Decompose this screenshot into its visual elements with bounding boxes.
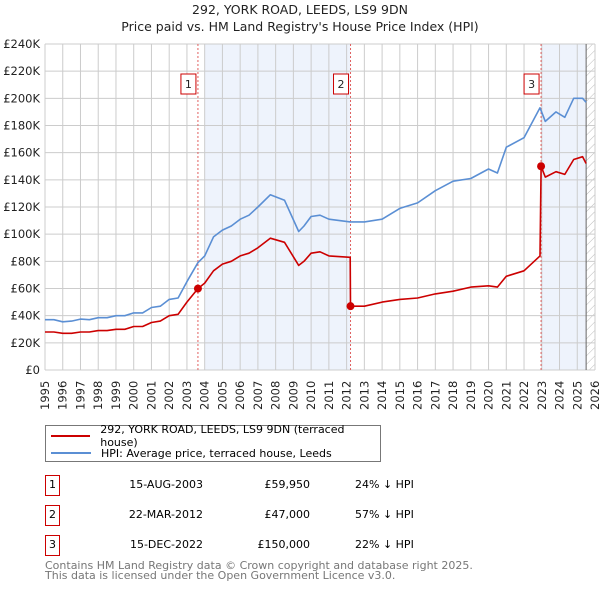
sale-marker-box: 3 [45,535,60,556]
sale-marker-box: 2 [45,505,60,526]
y-tick-label: £140K [3,173,40,187]
y-tick-label: £160K [3,146,40,160]
x-tick-label: 2011 [322,381,336,410]
sale-label: 2 [338,78,345,91]
y-tick-label: £200K [3,91,40,105]
x-tick-label: 2009 [286,381,300,410]
x-tick-label: 2003 [180,381,194,410]
legend-item-hpi: HPI: Average price, terraced house, Leed… [46,445,332,461]
y-tick-label: £220K [3,64,40,78]
property-price-line [45,155,587,335]
x-tick-label: 2006 [233,381,247,410]
legend-item-property: 292, YORK ROAD, LEEDS, LS9 9DN (terraced… [46,423,380,449]
x-tick-label: 2020 [482,381,496,410]
x-tick-label: 2005 [215,381,229,410]
x-tick-label: 2010 [304,381,318,410]
sale-date: 15-AUG-2003 [129,478,203,491]
x-tick-label: 2013 [357,381,371,410]
legend-label-property: 292, YORK ROAD, LEEDS, LS9 9DN (terraced… [100,423,345,449]
x-tick-label: 2024 [553,381,567,410]
x-tick-label: 1999 [109,381,123,410]
sale-price: £150,000 [257,538,311,551]
y-tick-label: £120K [3,200,40,214]
sale-date: 15-DEC-2022 [129,538,203,551]
x-tick-label: 2014 [375,381,389,410]
footer-licence: This data is licensed under the Open Gov… [45,569,396,582]
x-tick-label: 1998 [91,381,105,410]
sale-hpi-diff: 24% ↓ HPI [355,478,414,491]
legend-label-hpi: HPI: Average price, terraced house, Leed… [101,446,332,460]
y-tick-label: £80K [11,254,41,268]
y-tick-label: £20K [11,336,41,350]
sale-point [346,302,355,311]
sale-row: 1 15-AUG-2003 £59,950 24% ↓ HPI [45,475,465,496]
sale-label: 1 [185,78,192,91]
x-tick-label: 2018 [446,381,460,410]
x-tick-label: 2000 [127,381,141,410]
y-tick-label: £60K [11,282,41,296]
x-tick-label: 2019 [464,381,478,410]
chart-subtitle: Price paid vs. HM Land Registry's House … [121,19,479,34]
x-tick-label: 2023 [535,381,549,410]
x-tick-label: 2021 [499,381,513,410]
x-tick-label: 2002 [162,381,176,410]
footer-copyright: Contains HM Land Registry data © Crown c… [45,559,473,572]
sale-row: 3 15-DEC-2022 £150,000 22% ↓ HPI [45,535,465,556]
hpi-line [45,97,587,323]
chart-title: 292, YORK ROAD, LEEDS, LS9 9DN [192,2,408,17]
x-tick-label: 2017 [428,381,442,410]
x-tick-label: 2016 [411,381,425,410]
x-tick-label: 2008 [269,381,283,410]
x-tick-label: 2001 [144,381,158,410]
sale-marker-box: 1 [45,475,60,496]
x-tick-label: 2015 [393,381,407,410]
sale-label-box [333,73,350,95]
x-tick-label: 1995 [38,381,52,410]
y-tick-label: £180K [3,119,40,133]
legend-swatch-property [51,435,91,437]
sale-point [537,162,546,171]
y-tick-label: £100K [3,227,40,241]
sale-price: £47,000 [264,508,311,521]
sale-label-box [523,73,540,95]
x-tick-label: 1997 [73,381,87,410]
plot-area: 1995 1996 1997 1998 1999 2000 2001 2002 2003 2004… [3,37,600,410]
x-tick-label: 2007 [251,381,265,410]
legend: 292, YORK ROAD, LEEDS, LS9 9DN (terraced… [45,423,381,462]
x-tick-label: 2004 [198,381,212,410]
x-tick-label: 2025 [570,381,584,410]
legend-swatch-hpi [51,452,91,454]
sale-date: 22-MAR-2012 [128,508,203,521]
sale-hpi-diff: 22% ↓ HPI [355,538,414,551]
sale-point [193,284,202,293]
sale-label: 3 [528,78,535,91]
y-tick-label: £40K [11,309,41,323]
x-tick-label: 1996 [56,381,70,410]
sale-row: 2 22-MAR-2012 £47,000 57% ↓ HPI [45,505,465,526]
x-tick-label: 2012 [340,381,354,410]
sale-label-box [180,73,197,95]
sale-price: £59,950 [264,478,311,491]
x-tick-label: 2022 [517,381,531,410]
y-tick-label: £0 [25,363,40,377]
sale-hpi-diff: 57% ↓ HPI [355,508,414,521]
y-tick-label: £240K [3,37,40,51]
x-tick-label: 2026 [588,381,600,410]
